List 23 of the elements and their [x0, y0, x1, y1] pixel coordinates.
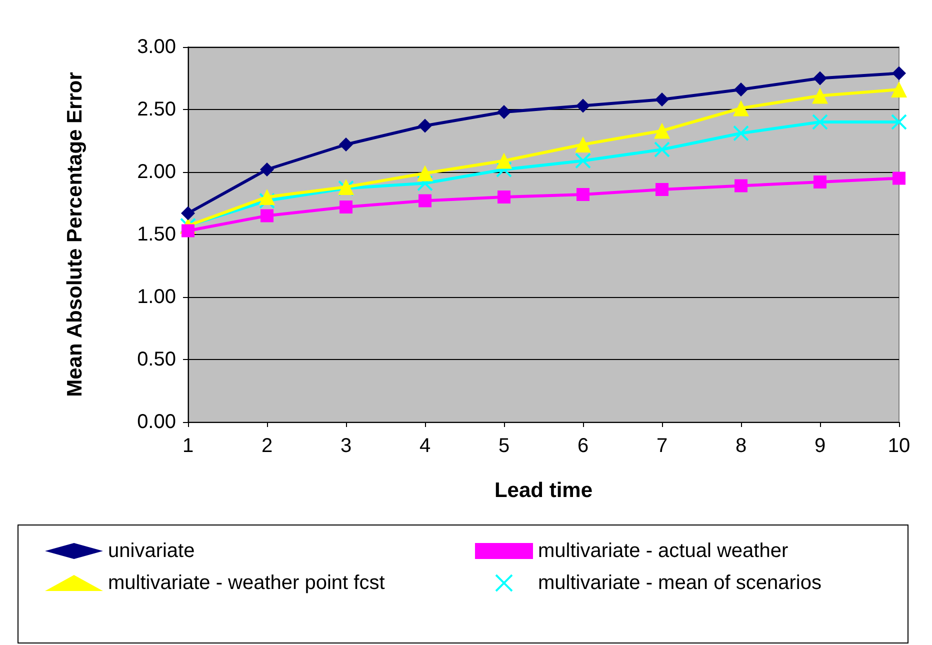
y-tick-label: 2.00 — [137, 161, 176, 183]
x-tick-label: 2 — [261, 435, 273, 457]
legend-label: multivariate - weather point fcst — [108, 572, 386, 594]
y-tick-label: 2.50 — [137, 98, 176, 120]
x-tick-label: 6 — [577, 435, 589, 457]
y-tick-label: 0.00 — [137, 411, 176, 433]
legend-label: univariate — [108, 540, 195, 562]
x-tick-label: 8 — [735, 435, 747, 457]
x-tick-label: 4 — [419, 435, 431, 457]
y-tick-label: 1.50 — [137, 224, 176, 246]
x-tick-label: 3 — [340, 435, 352, 457]
y-tick-label: 3.00 — [137, 36, 176, 58]
x-tick-label: 9 — [814, 435, 826, 457]
y-tick-label: 1.00 — [137, 286, 176, 308]
legend-label: multivariate - mean of scenarios — [538, 572, 822, 594]
x-tick-label: 5 — [498, 435, 510, 457]
x-tick-label: 7 — [656, 435, 668, 457]
x-axis-title: Lead time — [494, 479, 593, 502]
x-tick-label: 10 — [888, 435, 910, 457]
x-tick-label: 1 — [182, 435, 194, 457]
y-axis-title: Mean Absolute Percentage Error — [64, 72, 86, 397]
y-tick-label: 0.50 — [137, 348, 176, 370]
legend-label: multivariate - actual weather — [538, 540, 788, 562]
